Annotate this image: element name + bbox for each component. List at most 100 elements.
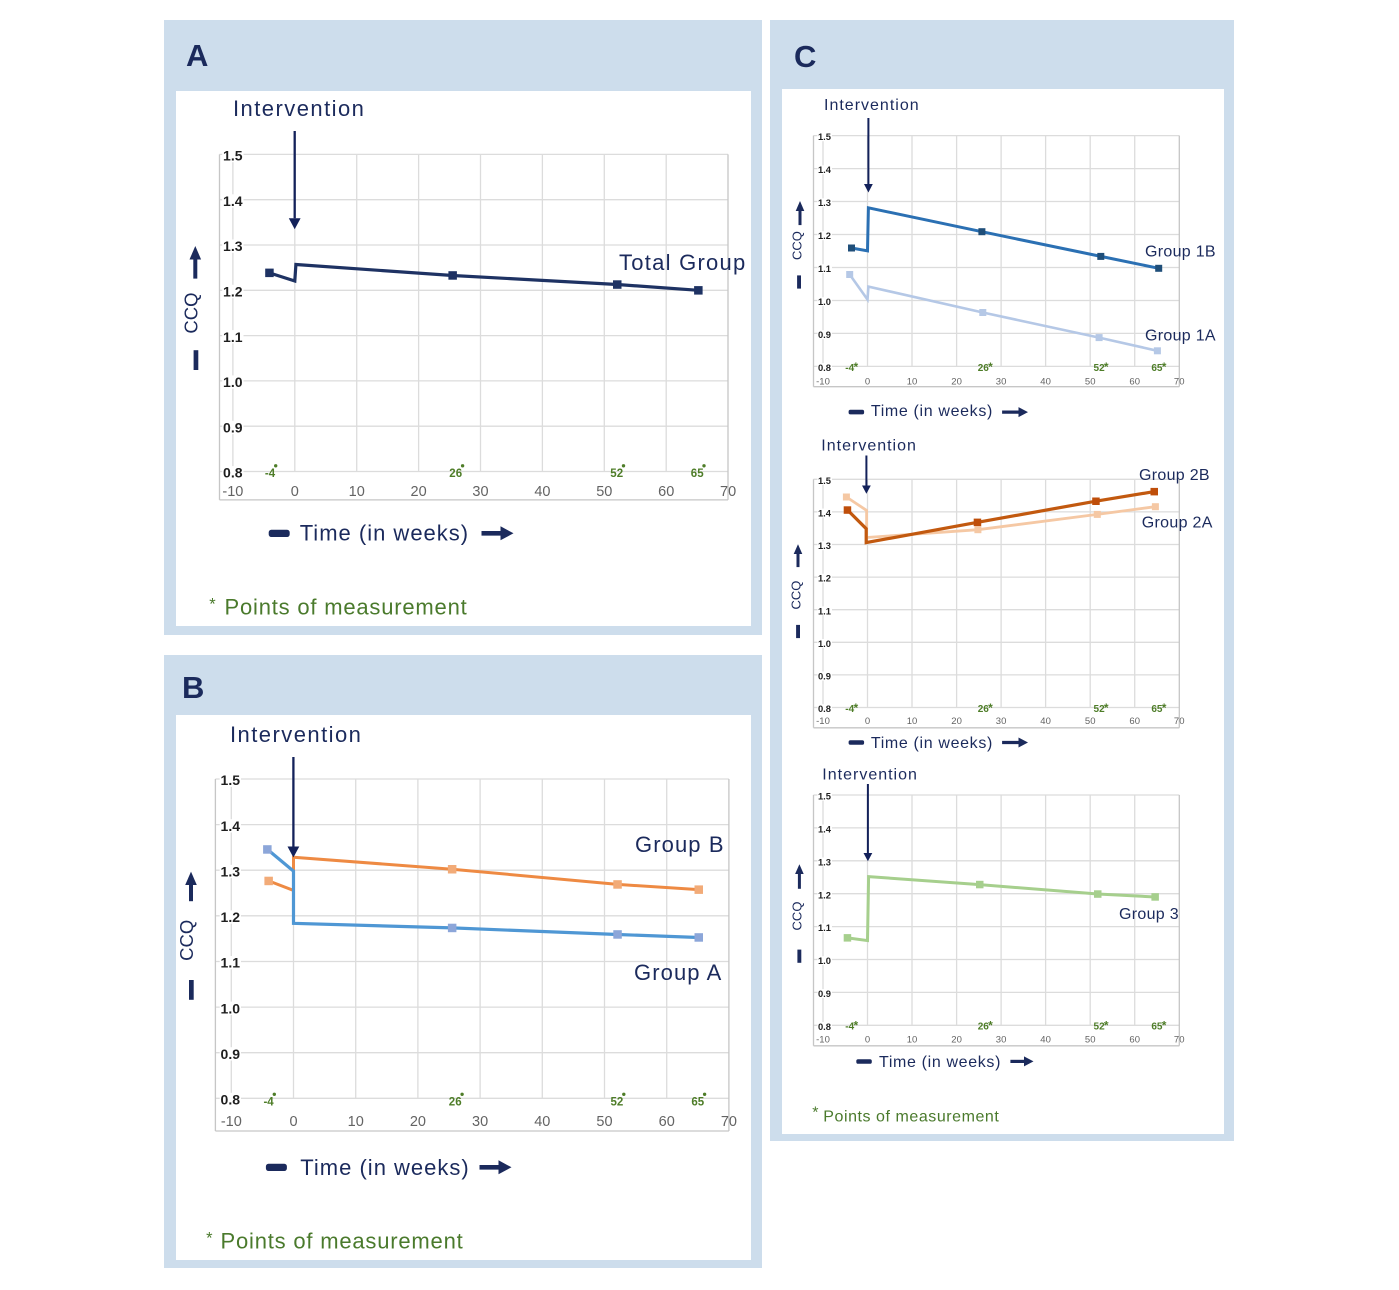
svg-text:1.4: 1.4 bbox=[818, 508, 832, 519]
svg-text:1.4: 1.4 bbox=[223, 193, 243, 209]
svg-text:*: * bbox=[1162, 360, 1167, 374]
svg-text:CCQ: CCQ bbox=[180, 292, 201, 333]
svg-text:*: * bbox=[1104, 360, 1109, 374]
svg-text:40: 40 bbox=[534, 484, 550, 500]
svg-text:50: 50 bbox=[1085, 1035, 1096, 1046]
svg-text:C: C bbox=[794, 39, 816, 74]
svg-text:0.8: 0.8 bbox=[223, 465, 243, 481]
svg-text:*: * bbox=[988, 360, 993, 374]
svg-text:Intervention: Intervention bbox=[233, 96, 365, 121]
svg-text:1.3: 1.3 bbox=[818, 540, 831, 551]
svg-text:20: 20 bbox=[951, 716, 962, 727]
svg-text:1.0: 1.0 bbox=[818, 638, 831, 649]
svg-text:1.4: 1.4 bbox=[221, 818, 241, 834]
svg-text:1.0: 1.0 bbox=[818, 955, 831, 966]
svg-text:1.2: 1.2 bbox=[223, 284, 243, 300]
svg-text:-4: -4 bbox=[845, 1022, 854, 1033]
svg-text:1.3: 1.3 bbox=[818, 197, 831, 208]
svg-text:Intervention: Intervention bbox=[822, 767, 918, 784]
svg-text:1.3: 1.3 bbox=[221, 864, 241, 880]
svg-text:*: * bbox=[988, 1019, 993, 1033]
svg-text:50: 50 bbox=[1085, 376, 1096, 387]
svg-text:-4: -4 bbox=[265, 468, 276, 480]
svg-text:-10: -10 bbox=[816, 376, 830, 387]
svg-text:Group 3: Group 3 bbox=[1119, 906, 1179, 923]
svg-text:65: 65 bbox=[1151, 363, 1163, 374]
svg-text:Group 2B: Group 2B bbox=[1139, 467, 1210, 484]
svg-text:30: 30 bbox=[996, 376, 1007, 387]
svg-text:65: 65 bbox=[691, 1096, 704, 1108]
svg-text:-10: -10 bbox=[816, 1035, 830, 1046]
svg-text:1.0: 1.0 bbox=[223, 374, 243, 390]
svg-text:0.9: 0.9 bbox=[818, 671, 831, 682]
svg-text:65: 65 bbox=[1151, 704, 1163, 715]
svg-text:70: 70 bbox=[720, 484, 736, 500]
svg-text:1.5: 1.5 bbox=[223, 148, 243, 164]
svg-text:1.4: 1.4 bbox=[818, 824, 832, 835]
svg-text:1.4: 1.4 bbox=[818, 164, 832, 175]
svg-text:26: 26 bbox=[978, 1022, 990, 1033]
svg-text:1.5: 1.5 bbox=[818, 791, 831, 802]
svg-text:65: 65 bbox=[1151, 1022, 1163, 1033]
svg-text:Intervention: Intervention bbox=[821, 438, 917, 455]
svg-text:60: 60 bbox=[1129, 376, 1140, 387]
svg-text:Intervention: Intervention bbox=[824, 97, 920, 114]
svg-text:1.3: 1.3 bbox=[818, 856, 831, 867]
svg-text:0: 0 bbox=[291, 484, 299, 500]
svg-text:1.1: 1.1 bbox=[818, 922, 831, 933]
svg-text:0: 0 bbox=[289, 1114, 297, 1130]
svg-text:20: 20 bbox=[951, 376, 962, 387]
svg-text:1.2: 1.2 bbox=[221, 909, 241, 925]
svg-text:60: 60 bbox=[659, 1114, 675, 1130]
svg-text:-4: -4 bbox=[263, 1096, 274, 1108]
svg-text:1.3: 1.3 bbox=[223, 238, 243, 254]
svg-text:50: 50 bbox=[596, 484, 612, 500]
svg-text:40: 40 bbox=[534, 1114, 550, 1130]
svg-text:-4: -4 bbox=[845, 363, 854, 374]
svg-text:20: 20 bbox=[410, 1114, 426, 1130]
svg-text:Group 2A: Group 2A bbox=[1142, 515, 1213, 532]
svg-text:Points of measurement: Points of measurement bbox=[221, 1229, 464, 1254]
svg-text:70: 70 bbox=[1174, 376, 1185, 387]
svg-text:Intervention: Intervention bbox=[230, 722, 362, 747]
svg-text:1.2: 1.2 bbox=[818, 230, 831, 241]
svg-text:1.0: 1.0 bbox=[818, 296, 831, 307]
svg-text:A: A bbox=[186, 38, 208, 73]
svg-text:-10: -10 bbox=[221, 1114, 242, 1130]
svg-text:0.9: 0.9 bbox=[221, 1046, 241, 1062]
svg-text:50: 50 bbox=[596, 1114, 612, 1130]
svg-text:70: 70 bbox=[1174, 1035, 1185, 1046]
svg-text:10: 10 bbox=[907, 1035, 918, 1046]
svg-text:30: 30 bbox=[472, 484, 488, 500]
svg-text:1.5: 1.5 bbox=[221, 772, 241, 788]
svg-text:1.2: 1.2 bbox=[818, 573, 831, 584]
svg-text:Points of measurement: Points of measurement bbox=[823, 1109, 999, 1126]
svg-text:70: 70 bbox=[1174, 716, 1185, 727]
svg-text:0.9: 0.9 bbox=[818, 329, 831, 340]
svg-text:1.1: 1.1 bbox=[818, 605, 831, 616]
svg-text:10: 10 bbox=[348, 1114, 364, 1130]
svg-text:*: * bbox=[854, 360, 859, 374]
svg-text:1.1: 1.1 bbox=[818, 263, 831, 274]
svg-text:30: 30 bbox=[996, 716, 1007, 727]
svg-text:52: 52 bbox=[1094, 704, 1106, 715]
svg-text:65: 65 bbox=[691, 468, 704, 480]
svg-text:30: 30 bbox=[996, 1035, 1007, 1046]
svg-text:52: 52 bbox=[611, 1096, 624, 1108]
svg-text:-4: -4 bbox=[845, 704, 854, 715]
svg-text:Group 1B: Group 1B bbox=[1145, 244, 1216, 261]
svg-text:0.8: 0.8 bbox=[818, 1021, 831, 1032]
svg-text:0.9: 0.9 bbox=[818, 988, 831, 999]
svg-text:B: B bbox=[182, 670, 204, 705]
svg-text:26: 26 bbox=[978, 704, 990, 715]
svg-text:*: * bbox=[206, 1230, 213, 1248]
svg-text:-10: -10 bbox=[222, 484, 243, 500]
svg-text:0.8: 0.8 bbox=[818, 362, 831, 373]
svg-text:*: * bbox=[812, 1105, 818, 1122]
svg-text:26: 26 bbox=[449, 1096, 462, 1108]
svg-text:1.5: 1.5 bbox=[818, 475, 831, 486]
svg-text:CCQ: CCQ bbox=[176, 920, 197, 961]
svg-text:1.0: 1.0 bbox=[221, 1000, 241, 1016]
svg-text:70: 70 bbox=[721, 1114, 737, 1130]
svg-text:52: 52 bbox=[610, 468, 623, 480]
